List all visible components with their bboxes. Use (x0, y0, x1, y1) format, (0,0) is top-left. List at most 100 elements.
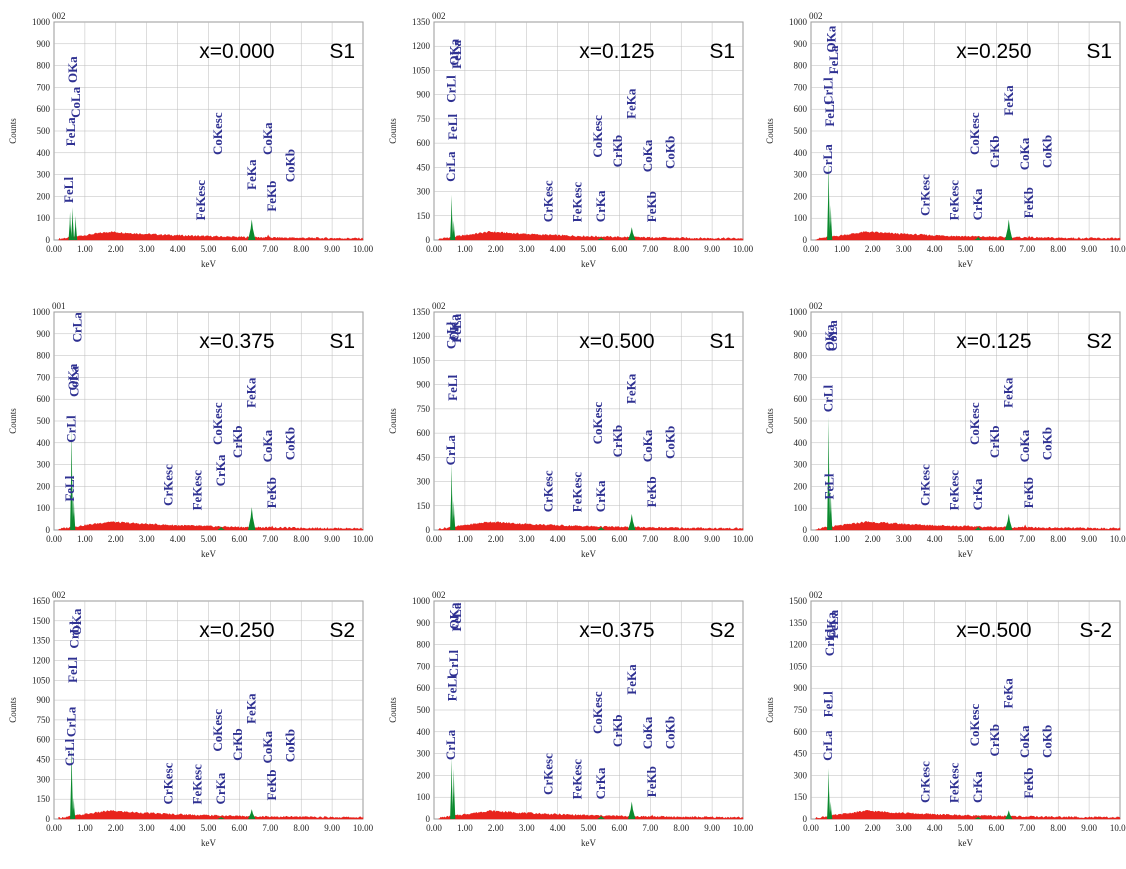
y-tick-label: 150 (417, 501, 431, 511)
spectrum-chart: 0 100 200 300 400 500 600 700 800 900 1000 0.00 1.00… (765, 301, 1126, 559)
y-tick-label: 1350 (412, 307, 431, 317)
x-tick-label: 7.00 (1019, 244, 1035, 254)
peak-label: CrLl (64, 415, 79, 443)
x-tick-label: 3.00 (519, 534, 535, 544)
x-tick-label: 2.00 (865, 823, 881, 833)
y-tick-label: 0 (803, 525, 808, 535)
spectrum-peak (72, 797, 76, 819)
y-tick-label: 100 (417, 792, 431, 802)
x-tick-label: 9.00 (704, 823, 720, 833)
x-axis-label: keV (958, 838, 973, 848)
peak-label: CrKesc (917, 464, 932, 506)
y-tick-label: 600 (417, 428, 431, 438)
sample-id: 002 (52, 590, 66, 600)
y-tick-label: 1200 (412, 331, 431, 341)
peak-label: FeLl (822, 100, 837, 126)
y-tick-label: 500 (794, 126, 808, 136)
peak-label: CrLa (443, 151, 458, 182)
y-tick-label: 1000 (789, 307, 808, 317)
y-tick-label: 900 (37, 329, 51, 339)
spectrum-peak (597, 526, 605, 530)
peak-label: CoKb (1039, 135, 1054, 168)
spectrum-peak (829, 801, 833, 819)
spectrum-peak (68, 211, 72, 240)
y-tick-label: 300 (417, 477, 431, 487)
y-tick-label: 900 (417, 380, 431, 390)
peak-label: CrKesc (917, 761, 932, 803)
sample-id: 002 (432, 11, 446, 21)
x-tick-label: 4.00 (927, 534, 943, 544)
x-tick-label: 7.00 (1019, 823, 1035, 833)
x-tick-label: 4.00 (170, 823, 186, 833)
y-tick-label: 450 (37, 755, 51, 765)
y-axis-label: Counts (388, 408, 398, 434)
y-tick-label: 500 (37, 416, 51, 426)
continuum-spectrum (58, 231, 364, 241)
x-tick-label: 1.00 (457, 244, 473, 254)
y-tick-label: 500 (794, 416, 808, 426)
peak-label: CrLa (820, 144, 835, 175)
x-tick-label: 4.00 (170, 244, 186, 254)
spectrum-peak (648, 236, 656, 240)
y-tick-label: 700 (417, 661, 431, 671)
y-tick-label: 300 (794, 170, 808, 180)
spectrum-peak (597, 237, 605, 240)
x-tick-label: 10.00 (733, 534, 754, 544)
sample-label: S1 (709, 40, 735, 63)
x-tick-label: 0.00 (803, 534, 819, 544)
x-tick-label: 10.00 (353, 534, 374, 544)
peak-label: CrKb (230, 426, 245, 459)
peak-label: FeKb (1021, 187, 1036, 218)
y-tick-label: 900 (417, 90, 431, 100)
x-tick-label: 10.00 (1110, 244, 1126, 254)
x-tick-label: 8.00 (293, 244, 309, 254)
y-tick-label: 750 (417, 404, 431, 414)
y-tick-label: 1050 (412, 65, 431, 75)
x-tick-label: 8.00 (293, 823, 309, 833)
y-tick-label: 750 (417, 114, 431, 124)
spectrum-peak (452, 768, 456, 819)
y-tick-label: 150 (417, 211, 431, 221)
peak-label: OKa (69, 608, 84, 635)
y-tick-label: 400 (37, 148, 51, 158)
peak-label: FeLl (445, 675, 460, 701)
spectrum-chart: 0 100 200 300 400 500 600 700 800 900 1000 0.00 1.00… (8, 11, 374, 269)
y-tick-label: 500 (37, 126, 51, 136)
x-tick-label: 0.00 (46, 244, 62, 254)
x-tick-label: 7.00 (1019, 534, 1035, 544)
x-tick-label: 3.00 (896, 534, 912, 544)
peak-label: OKa (823, 25, 838, 52)
composition-label: x=0.000 (199, 40, 274, 63)
peak-label: FeKesc (193, 180, 208, 221)
y-tick-label: 900 (794, 329, 808, 339)
peak-label: CrLa (64, 706, 79, 737)
peak-label: CoLa (66, 365, 81, 397)
y-tick-label: 1050 (32, 675, 51, 685)
peak-label: CrKa (213, 772, 228, 804)
spectrum-peak (827, 416, 831, 530)
x-tick-label: 5.00 (958, 534, 974, 544)
x-tick-label: 6.00 (232, 244, 248, 254)
y-tick-label: 1350 (789, 618, 808, 628)
spectrum-peak (248, 507, 256, 530)
peak-label: CrLl (446, 649, 461, 677)
sample-id: 002 (809, 11, 823, 21)
y-tick-label: 200 (794, 191, 808, 201)
x-tick-label: 9.00 (324, 244, 340, 254)
peak-label: CoKesc (590, 115, 605, 158)
peak-label: CoKa (260, 122, 275, 155)
peak-label: CrKesc (917, 174, 932, 216)
spectrum-peak (70, 745, 74, 819)
y-tick-label: 0 (426, 235, 431, 245)
y-axis-label: Counts (8, 118, 18, 144)
x-tick-label: 2.00 (108, 244, 124, 254)
x-tick-label: 8.00 (1050, 244, 1066, 254)
peak-label: FeKesc (190, 470, 205, 511)
x-tick-label: 3.00 (519, 244, 535, 254)
x-tick-label: 8.00 (673, 534, 689, 544)
y-tick-label: 1500 (32, 616, 51, 626)
y-tick-label: 450 (794, 749, 808, 759)
peak-label: CrKb (610, 715, 625, 748)
sample-label: S1 (1086, 40, 1112, 63)
y-tick-label: 0 (426, 814, 431, 824)
